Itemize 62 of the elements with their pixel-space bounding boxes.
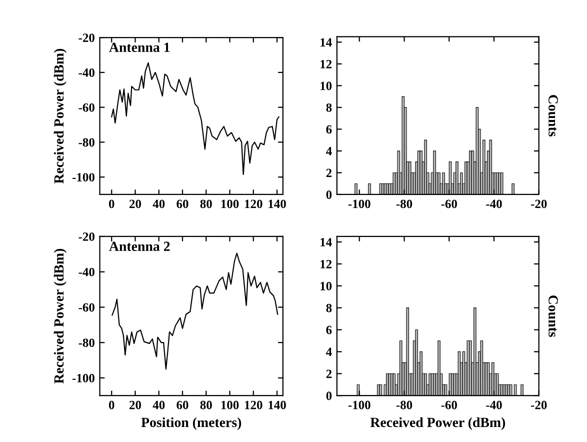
y-tick-label: -100 [72,173,94,182]
x-tick-label: 100 [221,200,239,208]
x-tick-label: 0 [108,400,114,410]
y-tick-label: 6 [326,125,332,134]
x-tick-label: -20 [530,200,547,208]
y-tick-label: 0 [326,392,332,400]
y-tick-label: 12 [320,60,332,68]
x-tick-label: 60 [176,400,188,410]
y-tick-label: -20 [78,232,94,241]
y-tick-label: -80 [78,338,94,348]
y-tick-label: 6 [326,326,332,334]
line-series [111,62,280,175]
y2-axis-title: Counts [548,95,558,136]
x-tick-label: -80 [396,400,412,410]
x-tick-label: 120 [245,200,262,208]
y-tick-label: 14 [320,38,332,46]
x-tick-label: 40 [152,400,165,410]
chart-title: Antenna 2 [109,242,170,252]
x-tick-label: 0 [108,200,114,208]
y-tick-label: 8 [326,103,332,112]
y-tick-label: 8 [326,304,332,312]
y-tick-label: 10 [320,82,332,90]
y-tick-label: 12 [320,260,332,268]
x-tick-label: 120 [245,400,262,410]
y-tick-label: 2 [326,168,332,178]
chart-title: Antenna 1 [109,42,170,52]
y2-axis-title: Counts [548,295,558,337]
x-axis-title: Position (meters) [141,417,242,430]
x-tick-label: -60 [441,400,457,410]
x-tick-label: -80 [396,200,412,208]
x-tick-label: 140 [268,200,286,208]
x-tick-label: -40 [486,200,502,208]
y-tick-label: -40 [78,68,94,77]
y-tick-label: -60 [78,103,94,112]
y-tick-label: 4 [326,348,332,356]
y-tick-label: -20 [78,34,94,42]
y-tick-label: 10 [320,282,332,290]
y-tick-label: 2 [326,370,332,378]
x-tick-label: 80 [200,200,212,208]
y-tick-label: -40 [78,268,94,276]
y-axis-title: Received Power (dBm) [54,248,66,384]
x-tick-label: 60 [176,200,188,208]
x-tick-label: 100 [221,400,239,410]
x-tick-label: 20 [130,400,142,410]
y-tick-label: -80 [78,138,94,147]
y-tick-label: 14 [320,238,332,246]
y-tick-label: 0 [326,190,332,199]
x-tick-label: 40 [152,200,165,208]
x-tick-label: 140 [268,400,286,410]
y-axis-title: Received Power (dBm) [54,48,66,184]
x-tick-label: -20 [530,400,547,410]
x-tick-label: 80 [200,400,212,410]
y-tick-label: -60 [78,303,94,312]
x-tick-label: -100 [348,200,370,208]
x-tick-label: -60 [441,200,457,208]
x-axis-title: Received Power (dBm) [370,417,506,430]
x-tick-label: -100 [348,400,370,410]
x-tick-label: 20 [130,200,142,208]
x-tick-label: -40 [486,400,502,410]
y-tick-label: -100 [72,374,94,382]
y-tick-label: 4 [326,147,332,156]
line-series [112,252,278,370]
